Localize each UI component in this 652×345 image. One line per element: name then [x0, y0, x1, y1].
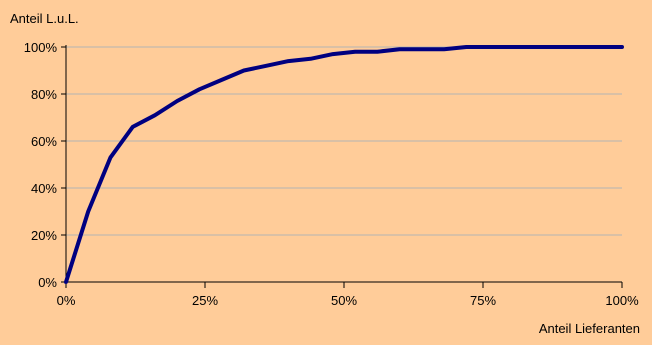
x-axis-label: Anteil Lieferanten [539, 321, 640, 336]
y-axis-label: Anteil L.u.L. [10, 11, 79, 26]
y-tick-label: 0% [38, 275, 57, 290]
x-tick-labels: 0% 25% 50% 75% 100% [57, 293, 639, 308]
y-tick-label: 20% [31, 228, 57, 243]
y-tick-label: 40% [31, 181, 57, 196]
x-tick-label: 0% [57, 293, 76, 308]
x-tick-label: 75% [470, 293, 496, 308]
y-tick-label: 60% [31, 134, 57, 149]
x-tick-label: 50% [331, 293, 357, 308]
grid-lines [66, 46, 622, 236]
y-tick-labels: 0% 20% 40% 60% 80% 100% [24, 40, 58, 290]
x-tick-label: 100% [605, 293, 639, 308]
x-tick-label: 25% [192, 293, 218, 308]
y-tick-label: 80% [31, 87, 57, 102]
y-tick-label: 100% [24, 40, 58, 55]
series-line [64, 45, 624, 284]
series-layer [64, 45, 624, 284]
